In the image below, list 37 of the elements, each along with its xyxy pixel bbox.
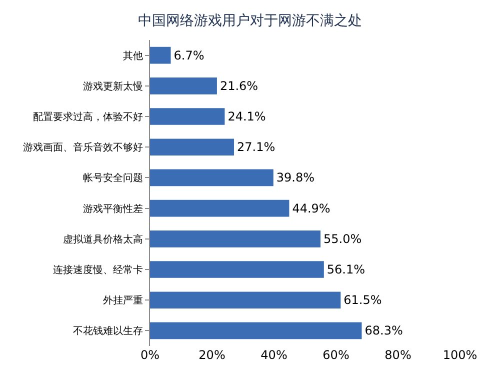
y-tick-label: 游戏更新太慢	[83, 80, 143, 92]
y-tick-label: 其他	[123, 50, 143, 62]
y-tick-label: 游戏平衡性差	[83, 202, 143, 215]
data-label: 68.3%	[364, 324, 403, 338]
x-tick-label: 80%	[384, 348, 412, 362]
data-label: 39.8%	[276, 170, 315, 185]
bar	[150, 200, 290, 217]
data-label: 21.6%	[220, 78, 258, 93]
y-tick-label: 不花钱难以生存	[73, 325, 143, 338]
bar	[150, 261, 324, 278]
y-tick-label: 虚拟道具价格太高	[63, 233, 143, 246]
bar	[150, 169, 274, 186]
chart-title: 中国网络游戏用户对于网游不满之处	[138, 13, 362, 30]
x-tick-label: 60%	[322, 348, 350, 362]
data-label: 56.1%	[326, 262, 366, 277]
x-tick-label: 0%	[140, 348, 160, 362]
data-label: 55.0%	[324, 232, 362, 246]
x-tick-label: 40%	[260, 348, 288, 362]
y-tick-label: 帐号安全问题	[83, 172, 143, 184]
y-tick-label: 游戏画面、音乐音效不够好	[23, 142, 143, 154]
bar	[150, 46, 171, 64]
data-label: 44.9%	[292, 201, 330, 216]
bar	[150, 138, 234, 156]
bar	[150, 108, 225, 125]
data-label: 24.1%	[228, 110, 266, 124]
y-tick-label: 配置要求过高，体验不好	[33, 111, 143, 123]
bar	[150, 77, 217, 94]
data-label: 27.1%	[237, 140, 276, 154]
data-label: 6.7%	[174, 48, 204, 62]
y-tick-label: 外挂严重	[103, 294, 143, 307]
bar	[150, 292, 341, 309]
data-label: 61.5%	[344, 293, 382, 308]
bar	[150, 322, 362, 340]
x-tick-label: 100%	[442, 348, 478, 362]
bar	[150, 230, 320, 248]
x-tick-label: 20%	[198, 348, 226, 362]
y-tick-label: 连接速度慢、经常卡	[53, 264, 143, 276]
